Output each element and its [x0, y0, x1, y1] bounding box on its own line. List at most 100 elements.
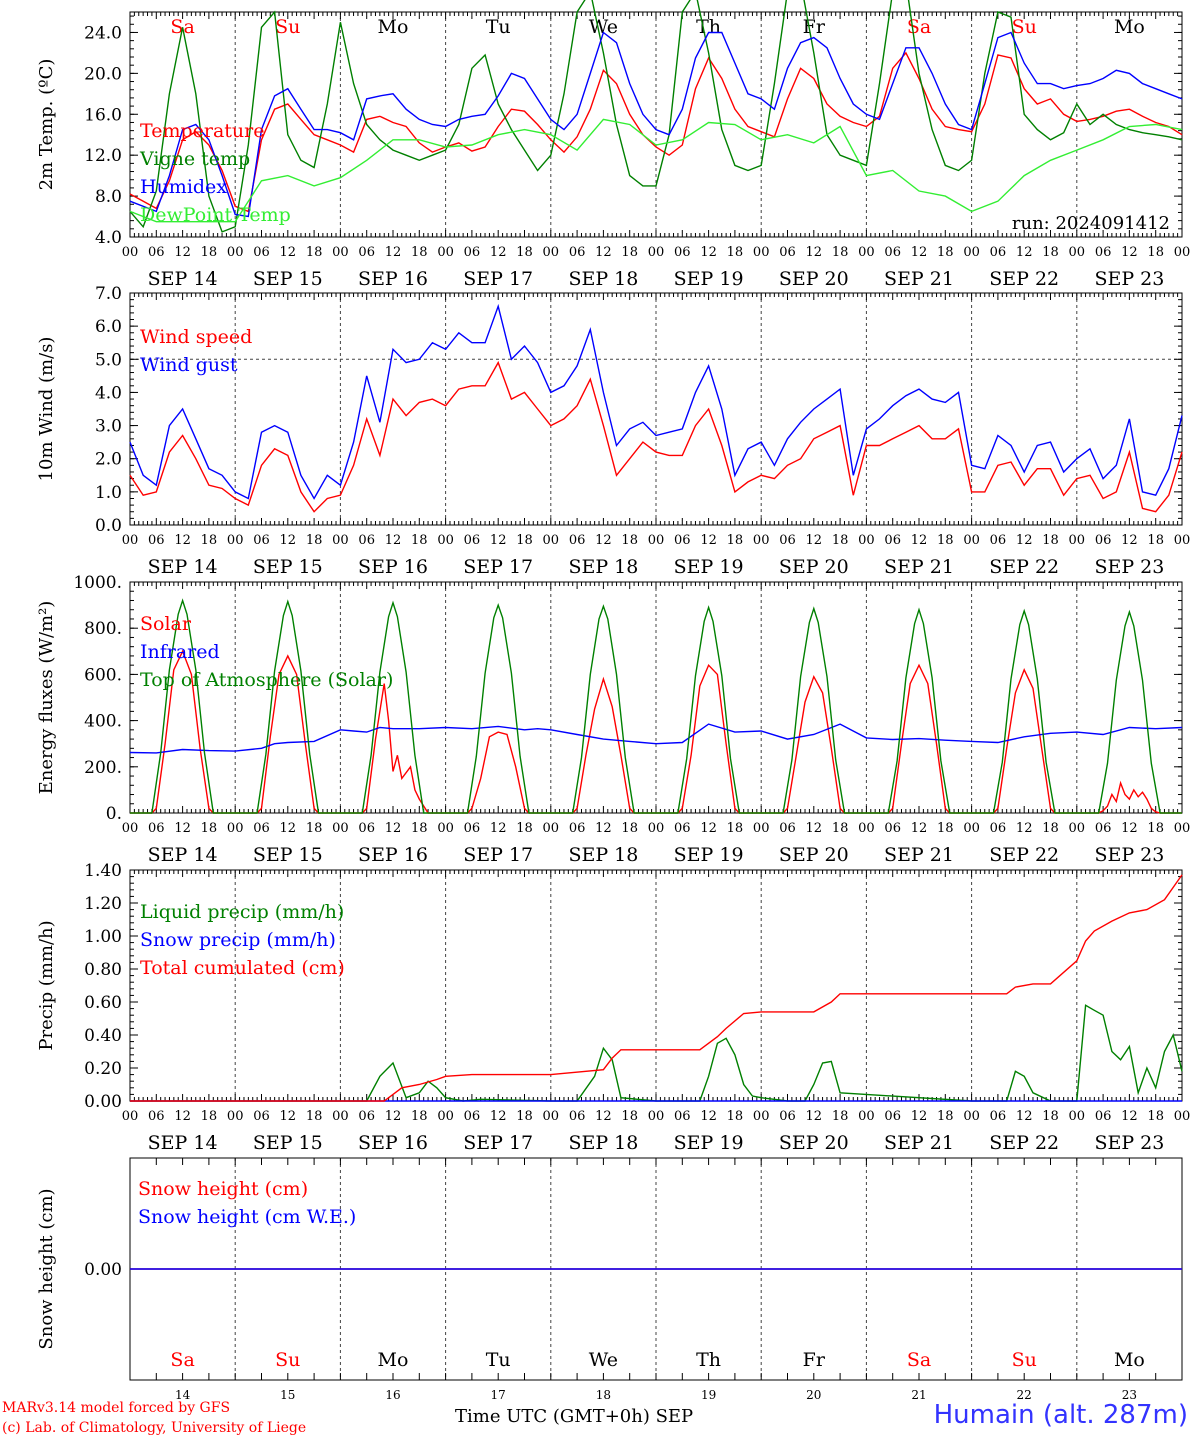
weekday-label: Tu: [486, 1349, 511, 1371]
hour-label: 18: [1042, 1109, 1059, 1124]
hour-label: 00: [1174, 533, 1191, 548]
legend-entry: Vigne temp: [139, 148, 250, 170]
hour-label: 06: [779, 245, 796, 260]
hour-label: 00: [437, 245, 454, 260]
hour-label: 12: [280, 821, 297, 836]
hour-label: 06: [148, 821, 165, 836]
y-tick-label: 0.0: [95, 516, 122, 536]
hour-label: 00: [648, 1109, 665, 1124]
y-tick-label: 0.: [106, 804, 122, 824]
y-axis-title: Energy fluxes (W/m²): [36, 601, 57, 795]
series-line-top-of-atmosphere-solar-: [130, 598, 1182, 814]
day-label: SEP 19: [674, 556, 744, 578]
hour-label: 00: [332, 245, 349, 260]
legend-entry: DewPoint Temp: [140, 204, 291, 226]
hour-label: 12: [911, 245, 928, 260]
series-line-humidex: [129, 31, 1183, 218]
hour-label: 00: [648, 821, 665, 836]
y-tick-label: 8.0: [95, 187, 122, 207]
hour-label: 12: [806, 533, 823, 548]
day-label: SEP 18: [568, 844, 638, 866]
day-label: SEP 21: [884, 556, 954, 578]
hour-label: 18: [937, 821, 954, 836]
day-label: SEP 14: [148, 268, 218, 290]
hour-label: 12: [385, 533, 402, 548]
hour-label: 18: [832, 821, 849, 836]
legend-entry: Humidex: [140, 176, 227, 198]
hour-label: 18: [937, 533, 954, 548]
hour-label: 00: [122, 245, 139, 260]
hour-label: 12: [385, 821, 402, 836]
weekday-label: Sa: [907, 16, 931, 38]
hour-label: 06: [674, 1109, 691, 1124]
hour-label: 06: [569, 533, 586, 548]
hour-label: 06: [1095, 821, 1112, 836]
y-axis-title: Precip (mm/h): [36, 920, 57, 1050]
y-tick-label: 400.: [84, 712, 122, 732]
day-number-label: 18: [596, 1388, 611, 1402]
hour-label: 06: [253, 533, 270, 548]
bottom-day-axis: Sa 14 Su 15 Mo 16 Tu 17 We 18 Th 19 Fr 20 Sa 21 Su 22 Mo 23: [170, 1349, 1144, 1402]
hour-label: 12: [700, 821, 717, 836]
y-tick-label: 0.40: [84, 1026, 122, 1046]
hour-label: 06: [779, 1109, 796, 1124]
hour-label: 12: [700, 1109, 717, 1124]
hour-label: 00: [227, 245, 244, 260]
hour-label: 18: [621, 533, 638, 548]
hour-label: 12: [174, 533, 191, 548]
hour-label: 00: [122, 533, 139, 548]
hour-label: 00: [963, 1109, 980, 1124]
series-line-liquid-precip-mm-h-: [130, 1004, 1183, 1102]
hour-label: 06: [253, 821, 270, 836]
day-label: SEP 17: [463, 556, 533, 578]
day-label: SEP 23: [1094, 268, 1164, 290]
day-label: SEP 22: [989, 268, 1059, 290]
hour-label: 06: [884, 533, 901, 548]
hour-label: 06: [1095, 533, 1112, 548]
y-tick-label: 0.00: [84, 1092, 122, 1112]
hour-label: 12: [1016, 245, 1033, 260]
hour-label: 18: [201, 533, 218, 548]
weekday-label: Su: [1012, 1349, 1037, 1371]
legend-entry: Total cumulated (cm): [140, 957, 345, 979]
day-label: SEP 18: [568, 268, 638, 290]
day-number-label: 17: [491, 1388, 506, 1402]
hour-label: 06: [569, 245, 586, 260]
hour-label: 06: [779, 821, 796, 836]
hour-label: 18: [201, 821, 218, 836]
hour-label: 00: [227, 533, 244, 548]
hour-label: 12: [1016, 821, 1033, 836]
y-tick-label: 3.0: [95, 417, 122, 437]
hour-label: 18: [832, 1109, 849, 1124]
y-axis-title: 10m Wind (m/s): [36, 337, 57, 482]
hour-label: 00: [1069, 821, 1086, 836]
y-tick-label: 16.0: [84, 105, 122, 125]
weekday-label: Sa: [907, 1349, 931, 1371]
day-label: SEP 15: [253, 844, 323, 866]
day-label: SEP 21: [884, 844, 954, 866]
hour-label: 00: [963, 821, 980, 836]
day-label: SEP 20: [779, 556, 849, 578]
hour-label: 12: [1016, 1109, 1033, 1124]
day-label: SEP 17: [463, 1132, 533, 1154]
hour-label: 18: [621, 245, 638, 260]
hour-label: 00: [332, 533, 349, 548]
weekday-label: Mo: [1114, 1349, 1145, 1371]
hour-label: 12: [490, 821, 507, 836]
hour-label: 12: [700, 245, 717, 260]
y-tick-label: 1.40: [84, 861, 122, 881]
y-tick-label: 5.0: [95, 350, 122, 370]
panel-temperature: 4.0 8.0 12.0 16.0 20.0 24.0 2m Temp. (ºC) Tempe…: [36, 0, 1190, 290]
hour-label: 06: [884, 1109, 901, 1124]
copyright-credit: (c) Lab. of Climatology, University of L…: [2, 1420, 307, 1436]
hour-label: 12: [595, 821, 612, 836]
hour-label: 06: [990, 245, 1007, 260]
day-label: SEP 16: [358, 844, 428, 866]
day-label: SEP 22: [989, 556, 1059, 578]
hour-label: 06: [674, 245, 691, 260]
legend-entry: Temperature: [140, 120, 264, 142]
hour-label: 12: [806, 821, 823, 836]
hour-label: 06: [569, 821, 586, 836]
hour-label: 12: [174, 821, 191, 836]
weekday-label: Sa: [170, 1349, 194, 1371]
